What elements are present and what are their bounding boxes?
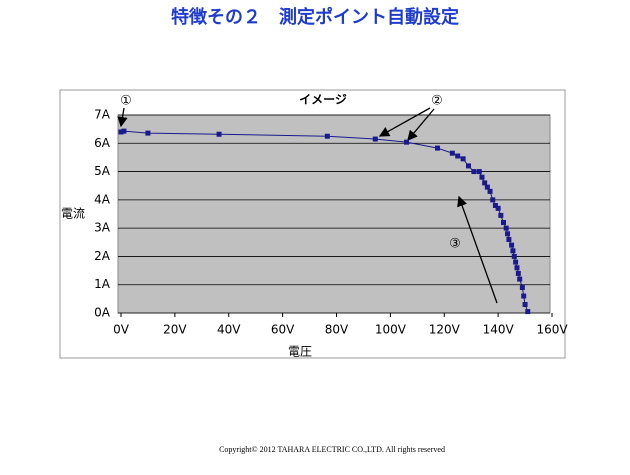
point (121, 128, 127, 134)
plot-area (117, 114, 551, 314)
x-tick-label: 100V (375, 323, 407, 337)
point (525, 309, 531, 315)
point (517, 276, 523, 282)
point (455, 153, 461, 159)
point (519, 285, 525, 291)
point (503, 225, 509, 231)
annotation: ③ (449, 237, 461, 252)
x-axis-label: 電圧 (288, 345, 312, 359)
x-tick-label: 20V (163, 323, 187, 337)
point (511, 253, 517, 259)
arrow (407, 108, 435, 141)
point (465, 163, 471, 169)
point (498, 212, 504, 218)
point (460, 156, 466, 162)
point (505, 231, 511, 237)
point (490, 197, 496, 203)
point (495, 205, 501, 211)
y-tick-label: 0A (94, 306, 111, 320)
x-tick-label: 60V (271, 323, 295, 337)
chart-title: イメージ (299, 93, 347, 107)
point (476, 169, 482, 175)
arrow (117, 107, 128, 128)
x-tick-label: 80V (325, 323, 349, 337)
point (506, 236, 512, 242)
y-tick-label: 4A (94, 192, 111, 206)
x-tick-label: 0V (113, 323, 130, 337)
point (487, 188, 493, 194)
point (521, 293, 527, 299)
arrow (457, 195, 498, 304)
point (145, 130, 151, 136)
point (435, 145, 441, 151)
point (372, 136, 378, 142)
point (510, 248, 516, 254)
point (216, 131, 222, 137)
point (471, 169, 477, 175)
x-tick-label: 140V (483, 323, 515, 337)
y-tick-label: 2A (94, 249, 111, 263)
point (514, 265, 520, 271)
y-tick-label: 7A (94, 108, 111, 122)
point (501, 219, 507, 225)
point (482, 180, 488, 186)
point (324, 133, 330, 139)
y-tick-label: 1A (94, 277, 111, 291)
point (513, 259, 519, 265)
x-tick-label: 160V (536, 323, 568, 337)
arrow (378, 107, 431, 137)
y-tick-label: 5A (94, 164, 111, 178)
x-tick-label: 120V (429, 323, 461, 337)
point (509, 242, 515, 248)
annotation: ② (431, 94, 443, 109)
point (492, 203, 498, 209)
y-tick-label: 3A (94, 221, 111, 235)
point (484, 184, 490, 190)
x-tick-label: 40V (217, 323, 241, 337)
point (404, 139, 410, 145)
annotation: ① (120, 94, 132, 109)
y-tick-label: 6A (94, 136, 111, 150)
point (522, 302, 528, 308)
point (118, 129, 124, 135)
slide-title: 特徴その２ 測定ポイント自動設定 (171, 6, 459, 28)
footer: Copyright© 2012 TAHARA ELECTRIC CO.,LTD.… (219, 445, 445, 454)
point (515, 270, 521, 276)
point (479, 174, 485, 180)
y-axis-label: 電流 (61, 207, 85, 221)
point (449, 150, 455, 156)
